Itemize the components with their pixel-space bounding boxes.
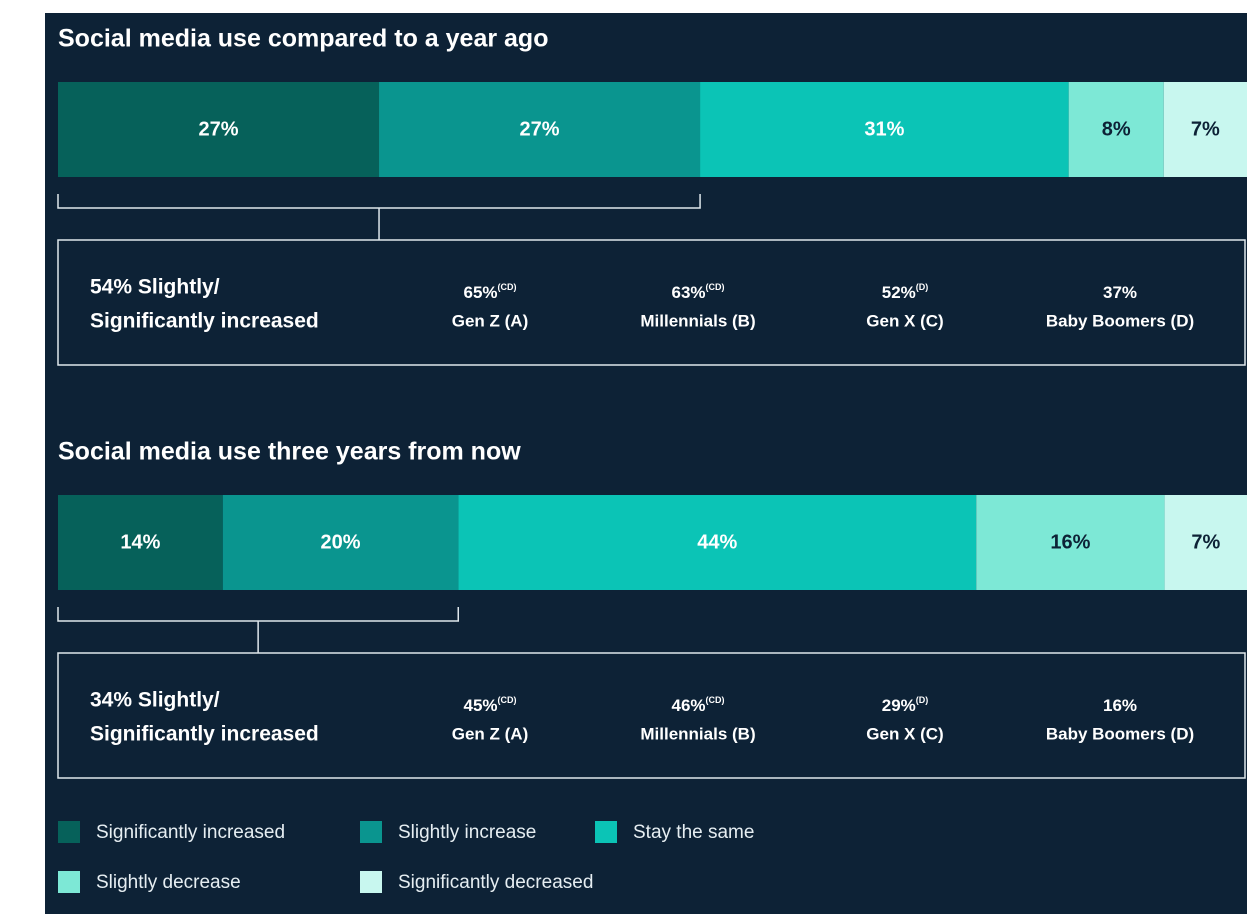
group-value-label: 37% (1103, 283, 1137, 302)
group-note: (CD) (498, 695, 517, 705)
group-name: Gen Z (A) (452, 724, 529, 743)
group-value-label: 65% (463, 283, 497, 302)
legend-swatch (58, 821, 80, 843)
chart-title: Social media use three years from now (58, 438, 521, 466)
callout-summary: Significantly increased (90, 310, 319, 333)
bar-segment (458, 495, 977, 590)
bar-segment (1164, 495, 1247, 590)
group-value: 63%(CD) (671, 282, 724, 302)
bracket (57, 607, 460, 653)
group-value-label: 46% (671, 696, 705, 715)
bar-segment (222, 495, 459, 590)
group-value-label: 16% (1103, 696, 1137, 715)
group-value: 37% (1103, 283, 1137, 302)
group-name: Millennials (B) (640, 724, 755, 743)
group-note: (CD) (706, 282, 725, 292)
legend-swatch (58, 871, 80, 893)
segment-label: 31% (864, 118, 904, 140)
group-name: Baby Boomers (D) (1046, 311, 1194, 330)
group-value-label: 45% (463, 696, 497, 715)
bar-segment (700, 82, 1069, 177)
group-value: 65%(CD) (463, 282, 516, 302)
legend-swatch (360, 821, 382, 843)
legend-label: Slightly decrease (96, 872, 241, 893)
group-value: 46%(CD) (671, 695, 724, 715)
legend-label: Slightly increase (398, 822, 536, 843)
group-value-label: 52% (882, 283, 916, 302)
bar-segment (1068, 82, 1164, 177)
group-name: Gen Z (A) (452, 311, 529, 330)
group-value: 52%(D) (882, 282, 929, 302)
group-note: (CD) (498, 282, 517, 292)
callout-summary: 34% Slightly/ (90, 689, 220, 712)
bar-segment (976, 495, 1165, 590)
segment-label: 27% (520, 118, 560, 140)
group-name: Millennials (B) (640, 311, 755, 330)
group-name: Gen X (C) (866, 724, 943, 743)
callout-box (57, 652, 1246, 779)
group-value: 45%(CD) (463, 695, 516, 715)
group-note: (D) (916, 282, 929, 292)
group-value: 29%(D) (882, 695, 929, 715)
group-name: Baby Boomers (D) (1046, 724, 1194, 743)
legend-label: Significantly increased (96, 822, 285, 843)
bar-segment (58, 82, 380, 177)
legend-label: Stay the same (633, 822, 754, 843)
group-value-label: 63% (671, 283, 705, 302)
legend-label: Significantly decreased (398, 872, 593, 893)
legend-swatch (595, 821, 617, 843)
segment-label: 20% (321, 531, 361, 553)
callout-box (57, 239, 1246, 366)
legend-swatch (360, 871, 382, 893)
bar-segment (379, 82, 701, 177)
bar-segment (58, 495, 223, 590)
group-value: 16% (1103, 696, 1137, 715)
group-note: (CD) (706, 695, 725, 705)
group-name: Gen X (C) (866, 311, 943, 330)
bar-segment (1163, 82, 1247, 177)
chart-title: Social media use compared to a year ago (58, 25, 548, 53)
bracket (57, 194, 701, 240)
segment-label: 7% (1191, 118, 1220, 140)
segment-label: 44% (697, 531, 737, 553)
segment-label: 16% (1050, 531, 1090, 553)
group-note: (D) (916, 695, 929, 705)
callout-summary: 54% Slightly/ (90, 276, 220, 299)
callout-summary: Significantly increased (90, 723, 319, 746)
segment-label: 14% (120, 531, 160, 553)
segment-label: 7% (1191, 531, 1220, 553)
group-value-label: 29% (882, 696, 916, 715)
segment-label: 27% (198, 118, 238, 140)
segment-label: 8% (1102, 118, 1131, 140)
